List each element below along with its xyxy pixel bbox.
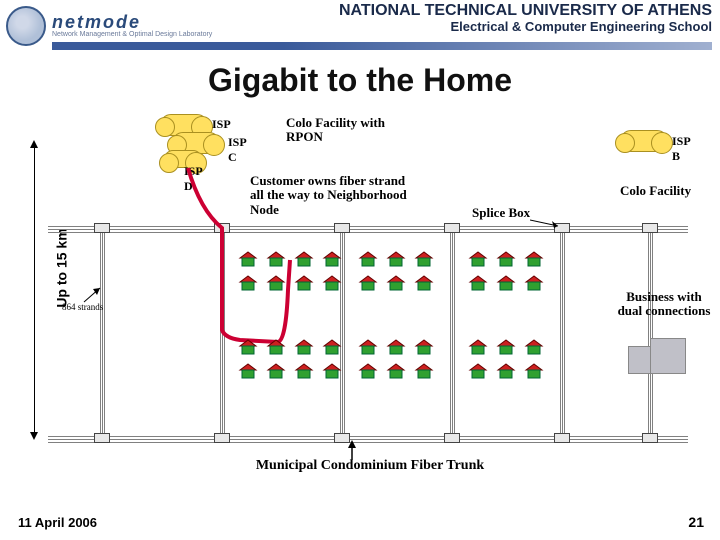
colo-rpon-label: Colo Facility with RPON	[286, 116, 386, 145]
isp-c-label: ISP C	[228, 135, 246, 165]
school-name: Electrical & Computer Engineering School	[339, 19, 712, 34]
node	[214, 433, 230, 443]
business-building-icon	[628, 338, 688, 376]
node	[334, 223, 350, 233]
header-rule	[52, 42, 712, 50]
slide-header: netmode Network Management & Optimal Des…	[0, 0, 720, 52]
distance-axis: Up to 15 km	[34, 140, 35, 440]
muni-trunk-label: Municipal Condominium Fiber Trunk	[210, 458, 530, 473]
node	[554, 433, 570, 443]
isp-d-cloud: ISP D	[164, 150, 202, 168]
node	[94, 433, 110, 443]
brand-subtitle: Network Management & Optimal Design Labo…	[52, 31, 212, 38]
street-6	[648, 226, 654, 436]
splice-box-label: Splice Box	[472, 206, 530, 220]
footer-page: 21	[688, 514, 704, 530]
brand-name: netmode	[52, 12, 212, 33]
node	[642, 433, 658, 443]
node	[444, 433, 460, 443]
network-diagram: Up to 15 km ISP E ISP C ISP D ISP B	[0, 110, 720, 480]
node	[214, 223, 230, 233]
distance-axis-label: Up to 15 km	[54, 228, 70, 307]
house-cluster-icon	[356, 250, 456, 330]
colo-facility-label: Colo Facility	[620, 184, 691, 198]
house-cluster-icon	[466, 250, 566, 330]
isp-b-cloud: ISP B	[620, 130, 668, 152]
customer-owns-label: Customer owns fiber strand all the way t…	[250, 174, 410, 217]
house-cluster-icon	[236, 338, 356, 418]
brand-block: netmode Network Management & Optimal Des…	[52, 12, 212, 40]
muni-trunk-arrow-icon	[340, 440, 364, 462]
fiber-trunk-bottom	[48, 436, 688, 444]
university-name: NATIONAL TECHNICAL UNIVERSITY OF ATHENS	[339, 2, 712, 20]
splice-box-arrow-icon	[530, 216, 570, 230]
node	[94, 223, 110, 233]
footer-date: 11 April 2006	[18, 515, 97, 530]
isp-d-label: ISP D	[184, 164, 202, 194]
university-title: NATIONAL TECHNICAL UNIVERSITY OF ATHENS …	[339, 2, 712, 34]
street-2	[220, 226, 226, 436]
house-cluster-icon	[236, 250, 356, 330]
street-1	[100, 226, 106, 436]
node	[642, 223, 658, 233]
slide-title: Gigabit to the Home	[0, 62, 720, 99]
house-cluster-icon	[466, 338, 566, 418]
node	[444, 223, 460, 233]
cloud-icon	[620, 130, 668, 152]
fiber-trunk-top	[48, 226, 688, 234]
house-cluster-icon	[356, 338, 456, 418]
isp-b-label: ISP B	[672, 134, 690, 164]
business-dual-label: Business with dual connections	[614, 290, 714, 319]
strands-arrow-icon	[78, 286, 108, 306]
netmode-logo-icon	[6, 6, 46, 46]
